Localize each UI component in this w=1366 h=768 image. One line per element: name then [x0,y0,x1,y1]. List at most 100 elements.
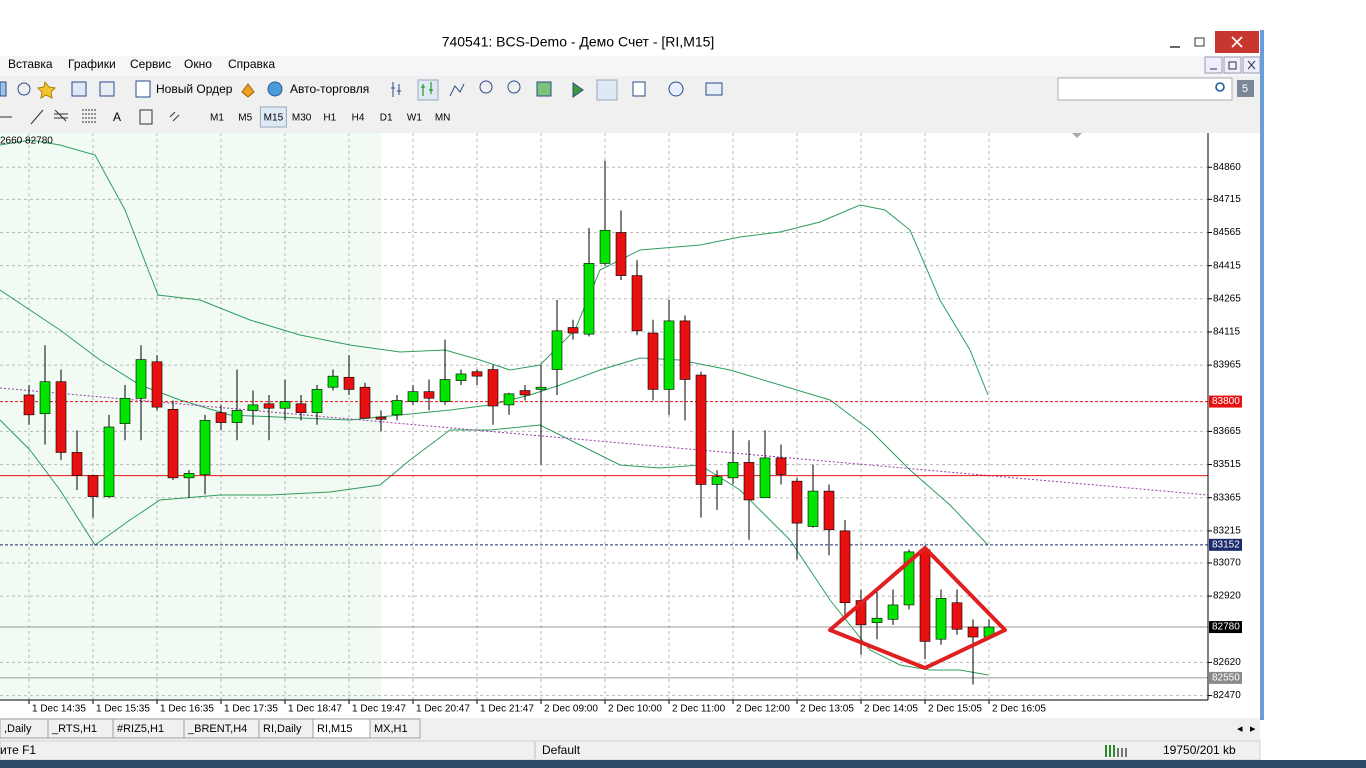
mdi-controls [1204,56,1261,74]
icon[interactable] [479,80,493,94]
status-profile: Default [542,743,581,757]
icon[interactable] [82,109,97,123]
y-tick-label: 83515 [1213,459,1241,470]
tab-label[interactable]: RI,Daily [263,723,302,735]
candle-body [663,320,675,390]
candle-body [727,462,739,479]
tab[interactable] [369,718,421,739]
taskbar [0,760,1366,768]
icon[interactable] [632,81,646,97]
y-tick-label: 83365 [1213,492,1241,503]
x-tick-label: 2 Dec 09:00 [544,704,598,715]
timeframe-button[interactable]: M5 [238,113,252,124]
icon[interactable] [135,80,151,98]
tab-scroll-left[interactable]: ◂ [1237,723,1243,735]
menu-item[interactable]: Окно [184,57,212,71]
icon[interactable] [596,79,618,101]
icon[interactable] [30,109,44,125]
tab-label[interactable]: #RIZ5,H1 [117,723,164,735]
candle-body [759,457,771,499]
tab-label[interactable]: _BRENT,H4 [187,723,247,735]
timeframe-button[interactable]: M15 [264,113,284,124]
x-tick-label: 2 Dec 12:00 [736,704,790,715]
icon[interactable] [17,82,31,96]
icon[interactable] [572,82,584,98]
tab-scroll-right[interactable]: ▸ [1250,723,1256,735]
mdi-restore[interactable] [1223,56,1242,74]
tab-label[interactable]: RI,M15 [317,723,352,735]
text-tool[interactable]: A [113,110,121,124]
candle-body [455,373,467,381]
candle-body [199,420,211,475]
timeframe-button[interactable]: W1 [407,113,422,124]
y-tick-label: 83965 [1213,360,1241,371]
menu-item[interactable]: Справка [228,57,275,71]
shift-marker [1072,133,1082,138]
price-label: 82780 [1212,622,1240,633]
timeframe-active [259,106,287,128]
y-tick-label: 82920 [1213,591,1241,602]
candle-body [503,393,515,406]
candle-body [519,390,531,396]
candle-body [135,359,147,399]
icon[interactable] [267,81,283,97]
timeframe-button[interactable]: D1 [380,113,393,124]
close-icon [1231,36,1243,48]
candle-body [919,549,931,642]
search-icon[interactable] [1215,82,1225,92]
tab-label[interactable]: _RTS,H1 [51,723,97,735]
icon[interactable] [705,82,723,96]
icon[interactable] [668,81,684,97]
candle-body [775,457,787,475]
mdi-minimize[interactable] [1204,56,1223,74]
price-label: 83152 [1212,539,1240,550]
icon[interactable] [507,80,521,94]
icon[interactable] [0,81,7,97]
candle-body [855,600,867,626]
toolbar [0,77,1260,103]
restore-button[interactable] [1194,37,1205,47]
timeframe-button[interactable]: M1 [210,113,224,124]
icon[interactable] [241,83,255,98]
timeframe-button[interactable]: H1 [323,113,336,124]
candle-body [23,394,35,416]
icon[interactable] [139,109,153,125]
x-tick-label: 2 Dec 13:05 [800,704,854,715]
icon[interactable] [536,81,552,97]
candle-body [391,400,403,416]
y-tick-label: 84265 [1213,293,1241,304]
candle-body [55,381,67,453]
menu-item[interactable]: Вставка [8,57,53,71]
icon[interactable] [417,79,439,101]
new-order-button[interactable]: Новый Ордер [156,82,233,96]
bar-icon [1125,748,1127,757]
tab-label[interactable]: MX,H1 [374,723,408,735]
x-tick-label: 1 Dec 21:47 [480,704,534,715]
menu-item[interactable]: Графики [68,57,116,71]
icon[interactable] [421,82,433,96]
menu-item[interactable]: Сервис [130,57,171,71]
icon[interactable] [449,83,465,97]
icon[interactable] [71,81,87,97]
timeframe-button[interactable]: M30 [292,113,312,124]
axes: 84860 84715 84565 84415 84265 84115 83965 83665… [28,162,1242,715]
icon[interactable] [391,82,401,97]
search-box[interactable] [1057,77,1233,101]
candle-body [71,452,83,476]
timeframe-button[interactable]: H4 [352,113,365,124]
candle-body [631,275,643,332]
icon[interactable] [169,111,180,122]
icon[interactable] [54,109,68,122]
candle-body [375,416,387,420]
price-label-box [1209,395,1242,408]
icon[interactable] [99,81,115,97]
candle-body [231,410,243,423]
auto-trading-button[interactable]: Авто-торговля [290,82,369,96]
x-tick-label: 1 Dec 15:35 [96,704,150,715]
candle-body [839,530,851,604]
tab-label[interactable]: ,Daily [4,723,32,735]
icon[interactable] [36,80,57,99]
timeframe-button[interactable]: MN [435,113,451,124]
